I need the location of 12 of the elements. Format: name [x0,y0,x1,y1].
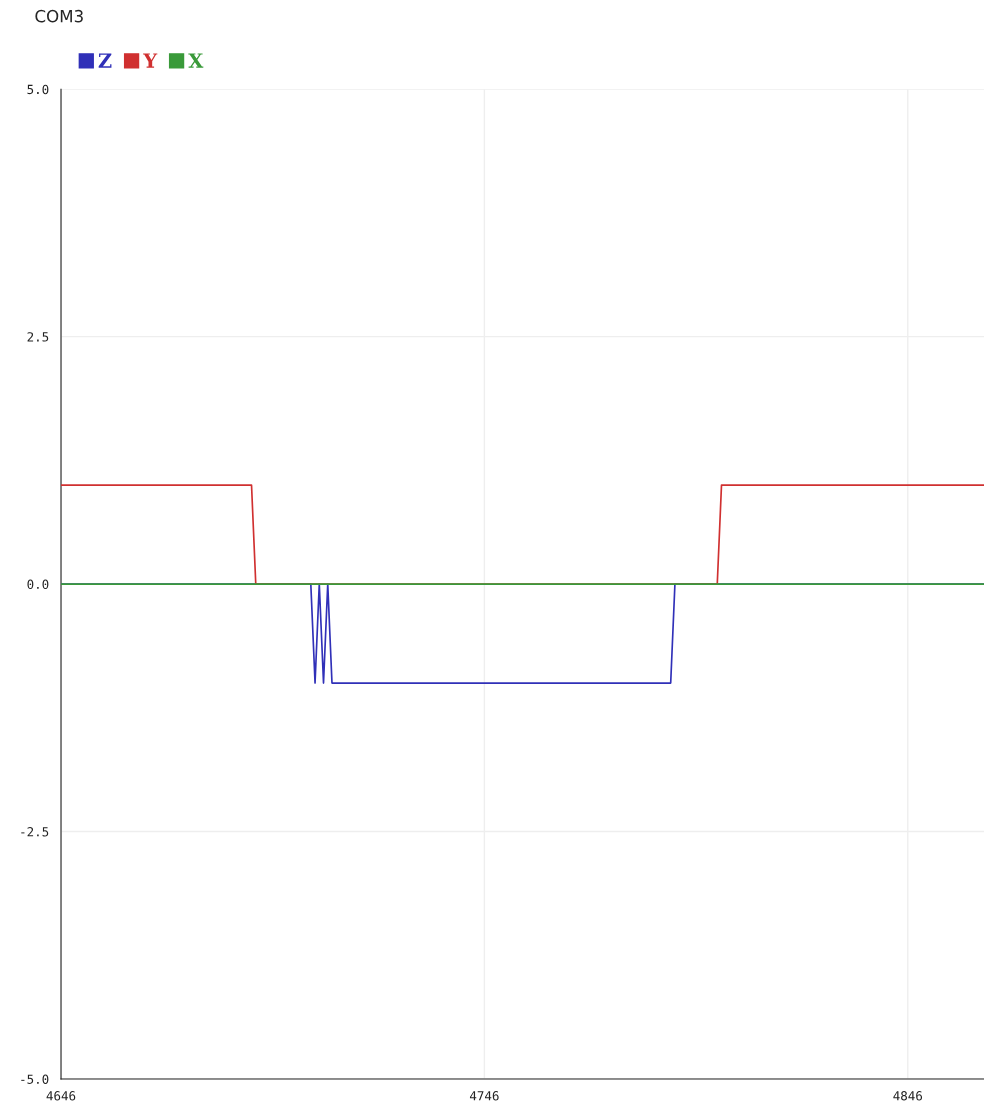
legend-label: Z [98,53,112,68]
x-tick-label: 4746 [469,1091,499,1101]
legend-label: X [188,53,204,68]
chart-title: COM3 [35,9,83,23]
legend-label: Y [143,53,158,68]
y-tick-label: 0.0 [27,579,49,590]
y-tick-label: 5.0 [27,84,49,95]
y-tick-label: -2.5 [21,827,49,837]
y-tick-label: -5.0 [21,1074,49,1084]
y-tick-label: 2.5 [27,332,49,342]
x-tick-label: 4646 [46,1091,76,1101]
x-tick-label: 4846 [893,1091,923,1101]
